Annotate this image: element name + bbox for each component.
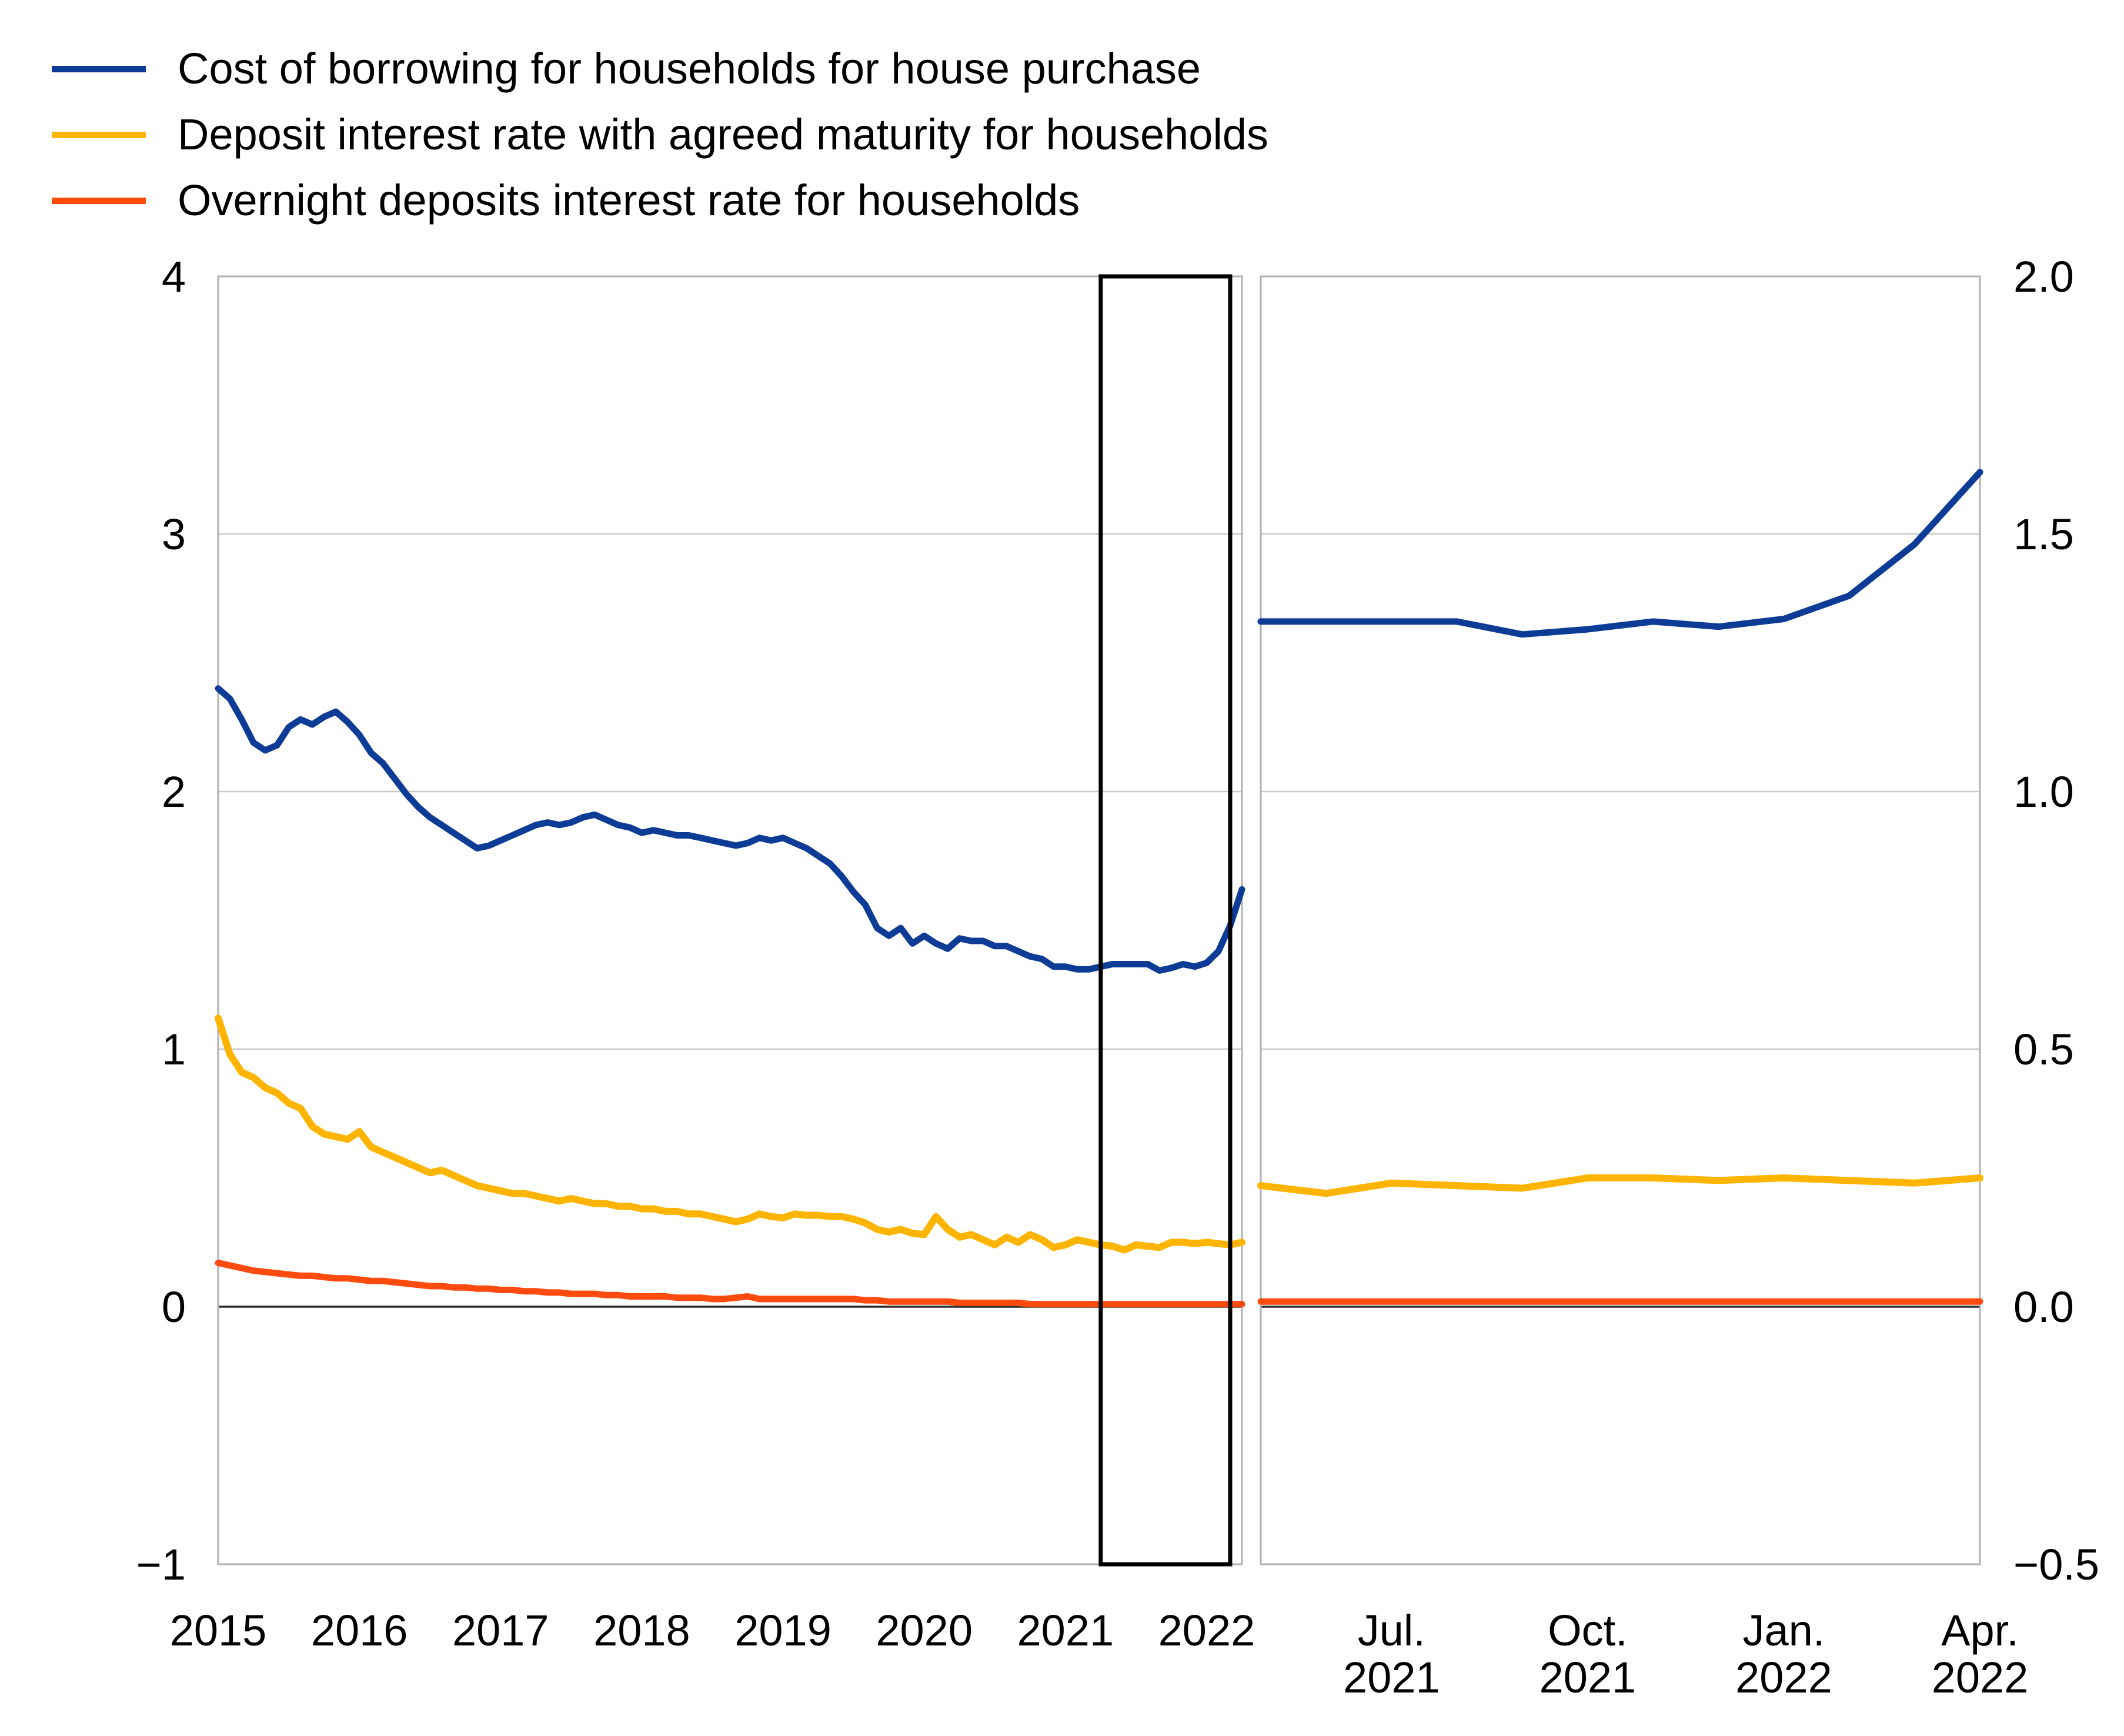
legend-label: Cost of borrowing for households for hou… — [178, 44, 1201, 93]
legend-line-blue-icon — [52, 65, 146, 72]
legend-label: Deposit interest rate with agreed maturi… — [178, 110, 1269, 159]
x-tick-label: 2022 — [1158, 1606, 1255, 1655]
x-tick-label: 2021 — [1539, 1653, 1637, 1702]
x-tick-label: 2021 — [1017, 1606, 1114, 1655]
x-tick-label: 2021 — [1343, 1653, 1440, 1702]
y-tick-label: −1 — [136, 1540, 186, 1589]
legend-item-cost-of-borrowing: Cost of borrowing for households for hou… — [52, 44, 1201, 94]
y-tick-label: 4 — [162, 252, 186, 301]
y-tick-label: −0.5 — [2013, 1540, 2099, 1589]
y-tick-label: 1.0 — [2013, 767, 2074, 816]
panel-border — [1260, 275, 1981, 1565]
x-tick-label: Jan. — [1743, 1606, 1825, 1655]
y-axis-labels: 4 3 2 1 0 −1 — [136, 252, 186, 1589]
series-line — [1257, 469, 1983, 638]
x-axis-labels: 2015 2016 2017 2018 2019 2020 2021 2022 — [170, 1606, 1255, 1655]
y-tick-label: 1.5 — [2013, 510, 2074, 559]
y-axis-labels: 2.0 1.5 1.0 0.5 0.0 −0.5 — [2013, 252, 2099, 1589]
x-tick-label: 2022 — [1735, 1653, 1832, 1702]
y-tick-label: 2.0 — [2013, 252, 2074, 301]
x-tick-label: 2017 — [452, 1606, 549, 1655]
legend-label: Overnight deposits interest rate for hou… — [178, 176, 1080, 225]
x-tick-label: 2016 — [311, 1606, 408, 1655]
y-tick-label: 1 — [162, 1025, 186, 1074]
gridlines — [218, 533, 1242, 1308]
x-tick-label: 2020 — [876, 1606, 973, 1655]
legend-line-yellow-icon — [52, 131, 146, 138]
legend-item-overnight-deposits: Overnight deposits interest rate for hou… — [52, 176, 1080, 225]
series-line — [215, 1260, 1245, 1308]
series-line — [215, 685, 1245, 974]
legend-line-red-icon — [52, 197, 146, 204]
y-tick-label: 0.0 — [2013, 1283, 2074, 1331]
highlight-rectangle — [1098, 274, 1233, 1567]
x-tick-label: 2019 — [734, 1606, 831, 1655]
x-tick-label: Jul. — [1358, 1606, 1425, 1655]
x-tick-label: Oct. — [1548, 1606, 1628, 1655]
y-tick-label: 2 — [162, 767, 186, 816]
right-panel-zoom-last-12-months: 2.01.51.00.50.0−0.5Jul.2021Oct.2021Jan.2… — [1257, 252, 2099, 1702]
gridlines — [1261, 533, 1980, 1308]
x-tick-label: 2022 — [1932, 1653, 2029, 1702]
left-panel-2015-2022: 4 3 2 1 0 −1 2015 2016 2017 2018 2019 2020 2021 2022 — [136, 252, 1255, 1655]
y-tick-label: 0.5 — [2013, 1025, 2074, 1074]
y-tick-label: 3 — [162, 510, 186, 559]
series-line — [215, 1014, 1245, 1254]
x-tick-label: 2015 — [170, 1606, 267, 1655]
y-tick-label: 0 — [162, 1283, 186, 1331]
panel-border — [217, 275, 1243, 1565]
x-tick-label: 2018 — [593, 1606, 690, 1655]
legend-item-deposit-agreed-maturity: Deposit interest rate with agreed maturi… — [52, 110, 1268, 159]
series-line — [1257, 1174, 1983, 1197]
x-tick-label: Apr. — [1941, 1606, 2019, 1655]
